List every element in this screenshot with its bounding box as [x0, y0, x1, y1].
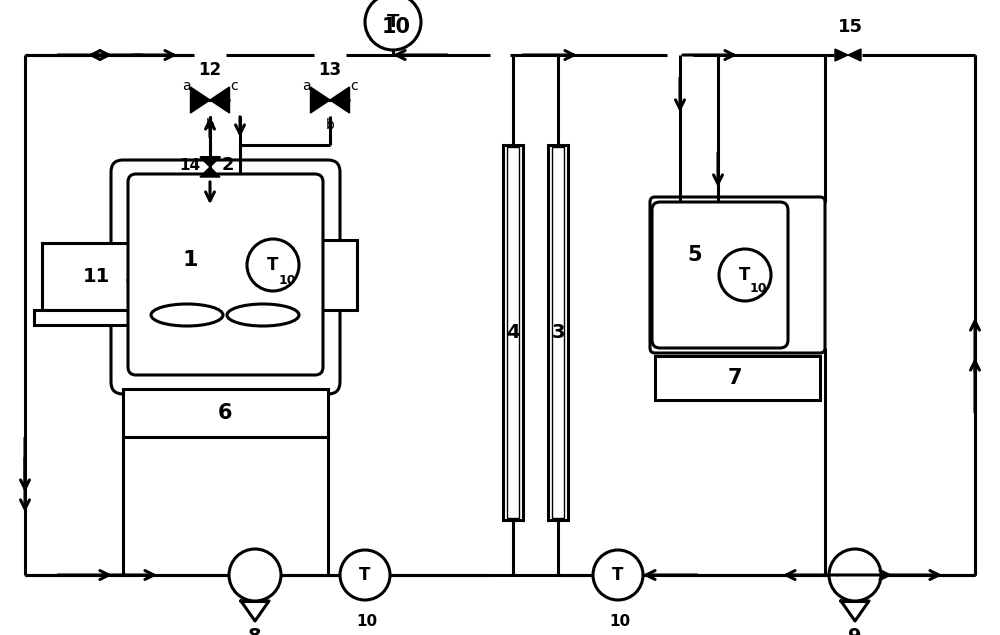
Polygon shape: [210, 87, 230, 113]
Text: 13: 13: [318, 61, 342, 79]
FancyBboxPatch shape: [111, 160, 340, 394]
Polygon shape: [310, 87, 330, 113]
Circle shape: [247, 239, 299, 291]
Bar: [507, 147, 519, 518]
Text: T: T: [739, 266, 751, 284]
Text: 10: 10: [278, 274, 296, 286]
Text: T: T: [359, 566, 371, 584]
FancyBboxPatch shape: [650, 197, 825, 353]
Text: 4: 4: [506, 323, 520, 342]
Circle shape: [340, 550, 390, 600]
Text: c: c: [350, 79, 358, 93]
Bar: [552, 147, 564, 518]
Text: 8: 8: [248, 627, 262, 635]
Text: 5: 5: [688, 245, 702, 265]
Text: b: b: [326, 118, 334, 132]
Polygon shape: [848, 49, 861, 61]
Circle shape: [593, 550, 643, 600]
Text: 1: 1: [182, 250, 198, 270]
Text: b: b: [206, 118, 214, 132]
Circle shape: [829, 549, 881, 601]
FancyBboxPatch shape: [128, 174, 323, 375]
Bar: [655, 356, 820, 400]
Text: 11: 11: [82, 267, 110, 286]
Ellipse shape: [151, 304, 223, 326]
Polygon shape: [835, 49, 848, 61]
Bar: [34, 310, 158, 325]
Polygon shape: [841, 601, 869, 621]
Text: 10: 10: [609, 613, 631, 629]
Text: 10: 10: [356, 613, 378, 629]
Text: 6: 6: [218, 403, 232, 423]
Polygon shape: [190, 87, 210, 113]
Text: 12: 12: [198, 61, 222, 79]
Circle shape: [719, 249, 771, 301]
Polygon shape: [330, 87, 350, 113]
Ellipse shape: [227, 304, 299, 326]
Text: a: a: [302, 79, 310, 93]
Bar: [123, 389, 328, 437]
Polygon shape: [200, 157, 220, 167]
Text: T: T: [267, 256, 279, 274]
Circle shape: [229, 549, 281, 601]
Text: a: a: [182, 79, 190, 93]
Bar: [319, 240, 357, 310]
Bar: [503, 145, 523, 520]
Text: T: T: [387, 13, 399, 31]
Text: T: T: [612, 566, 624, 584]
Polygon shape: [241, 601, 269, 621]
Text: 15: 15: [838, 18, 862, 36]
Text: 14: 14: [179, 157, 201, 173]
Text: c: c: [230, 79, 238, 93]
Text: 3: 3: [551, 323, 565, 342]
Polygon shape: [200, 167, 220, 177]
Circle shape: [365, 0, 421, 50]
Text: 10: 10: [382, 17, 411, 37]
Bar: [548, 145, 568, 520]
Text: 7: 7: [728, 368, 742, 388]
FancyBboxPatch shape: [652, 202, 788, 348]
Bar: [42, 243, 150, 310]
Text: 9: 9: [848, 627, 862, 635]
Text: 10: 10: [749, 283, 767, 295]
Text: 2: 2: [222, 156, 234, 174]
